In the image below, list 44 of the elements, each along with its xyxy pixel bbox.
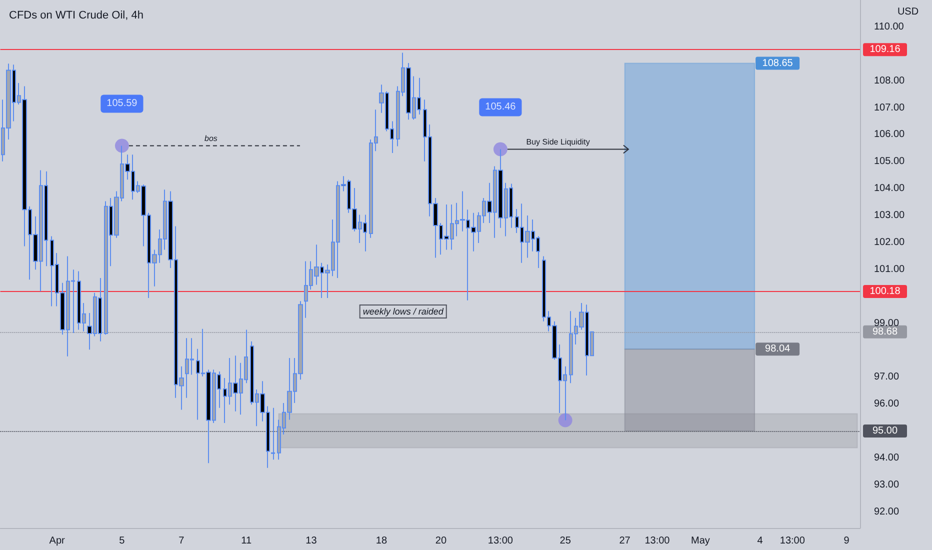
x-tick-label: 13:00 [780,536,806,546]
x-tick-label: 27 [619,536,631,546]
y-tick-label: 93.00 [874,479,900,490]
y-tick-label: 108.00 [874,75,906,86]
y-tick-label: 94.00 [874,452,900,464]
band-label: 108.65 [762,58,794,69]
y-tick-label: 97.00 [874,372,900,383]
x-tick-label: 13 [306,536,318,546]
y-tick-label: 103.00 [874,210,906,222]
candlestick [271,407,275,460]
x-tick-label: Apr [49,536,66,546]
ref-line-label: 98.68 [872,326,898,338]
y-tick-label: 99.00 [874,318,900,329]
band-label: 98.04 [765,344,791,355]
y-tick-label: 92.00 [874,506,900,518]
y-axis-title: USD [897,6,919,18]
x-tick-label: 5 [119,536,126,546]
x-tick-label: 4 [757,536,764,546]
annotation: Buy Side Liquidity [526,138,590,147]
y-tick-label: 96.00 [874,398,900,410]
x-tick-label: 20 [435,536,447,546]
annotation: bos [204,134,218,144]
y-tick-label: 107.00 [874,102,906,114]
x-tick-label: 7 [178,536,185,546]
y-tick-label: 102.00 [874,236,906,248]
x-tick-label: 13:00 [644,536,670,546]
ref-line-label: 109.16 [870,44,901,56]
x-tick-label: May [691,536,710,546]
x-tick-label: 18 [376,536,388,546]
y-tick-label: 104.00 [874,183,906,194]
x-tick-label: 11 [241,536,252,546]
y-tick-label: 101.00 [874,264,906,275]
y-tick-label: 106.00 [874,129,906,140]
x-tick-label: 13:00 [488,536,514,546]
data-label: 105.59 [106,98,138,110]
x-tick-label: 9 [844,536,850,546]
y-tick-label: 110.00 [874,21,904,32]
text: CFDs on WTI Crude Oil, 4h [9,10,144,22]
ref-line-label: 95.00 [872,426,898,437]
annotation: weekly lows / raided [362,306,444,317]
data-label: 105.46 [485,102,516,113]
ref-line-label: 100.18 [870,286,901,297]
x-tick-label: 25 [560,536,572,546]
y-tick-label: 105.00 [874,156,906,168]
